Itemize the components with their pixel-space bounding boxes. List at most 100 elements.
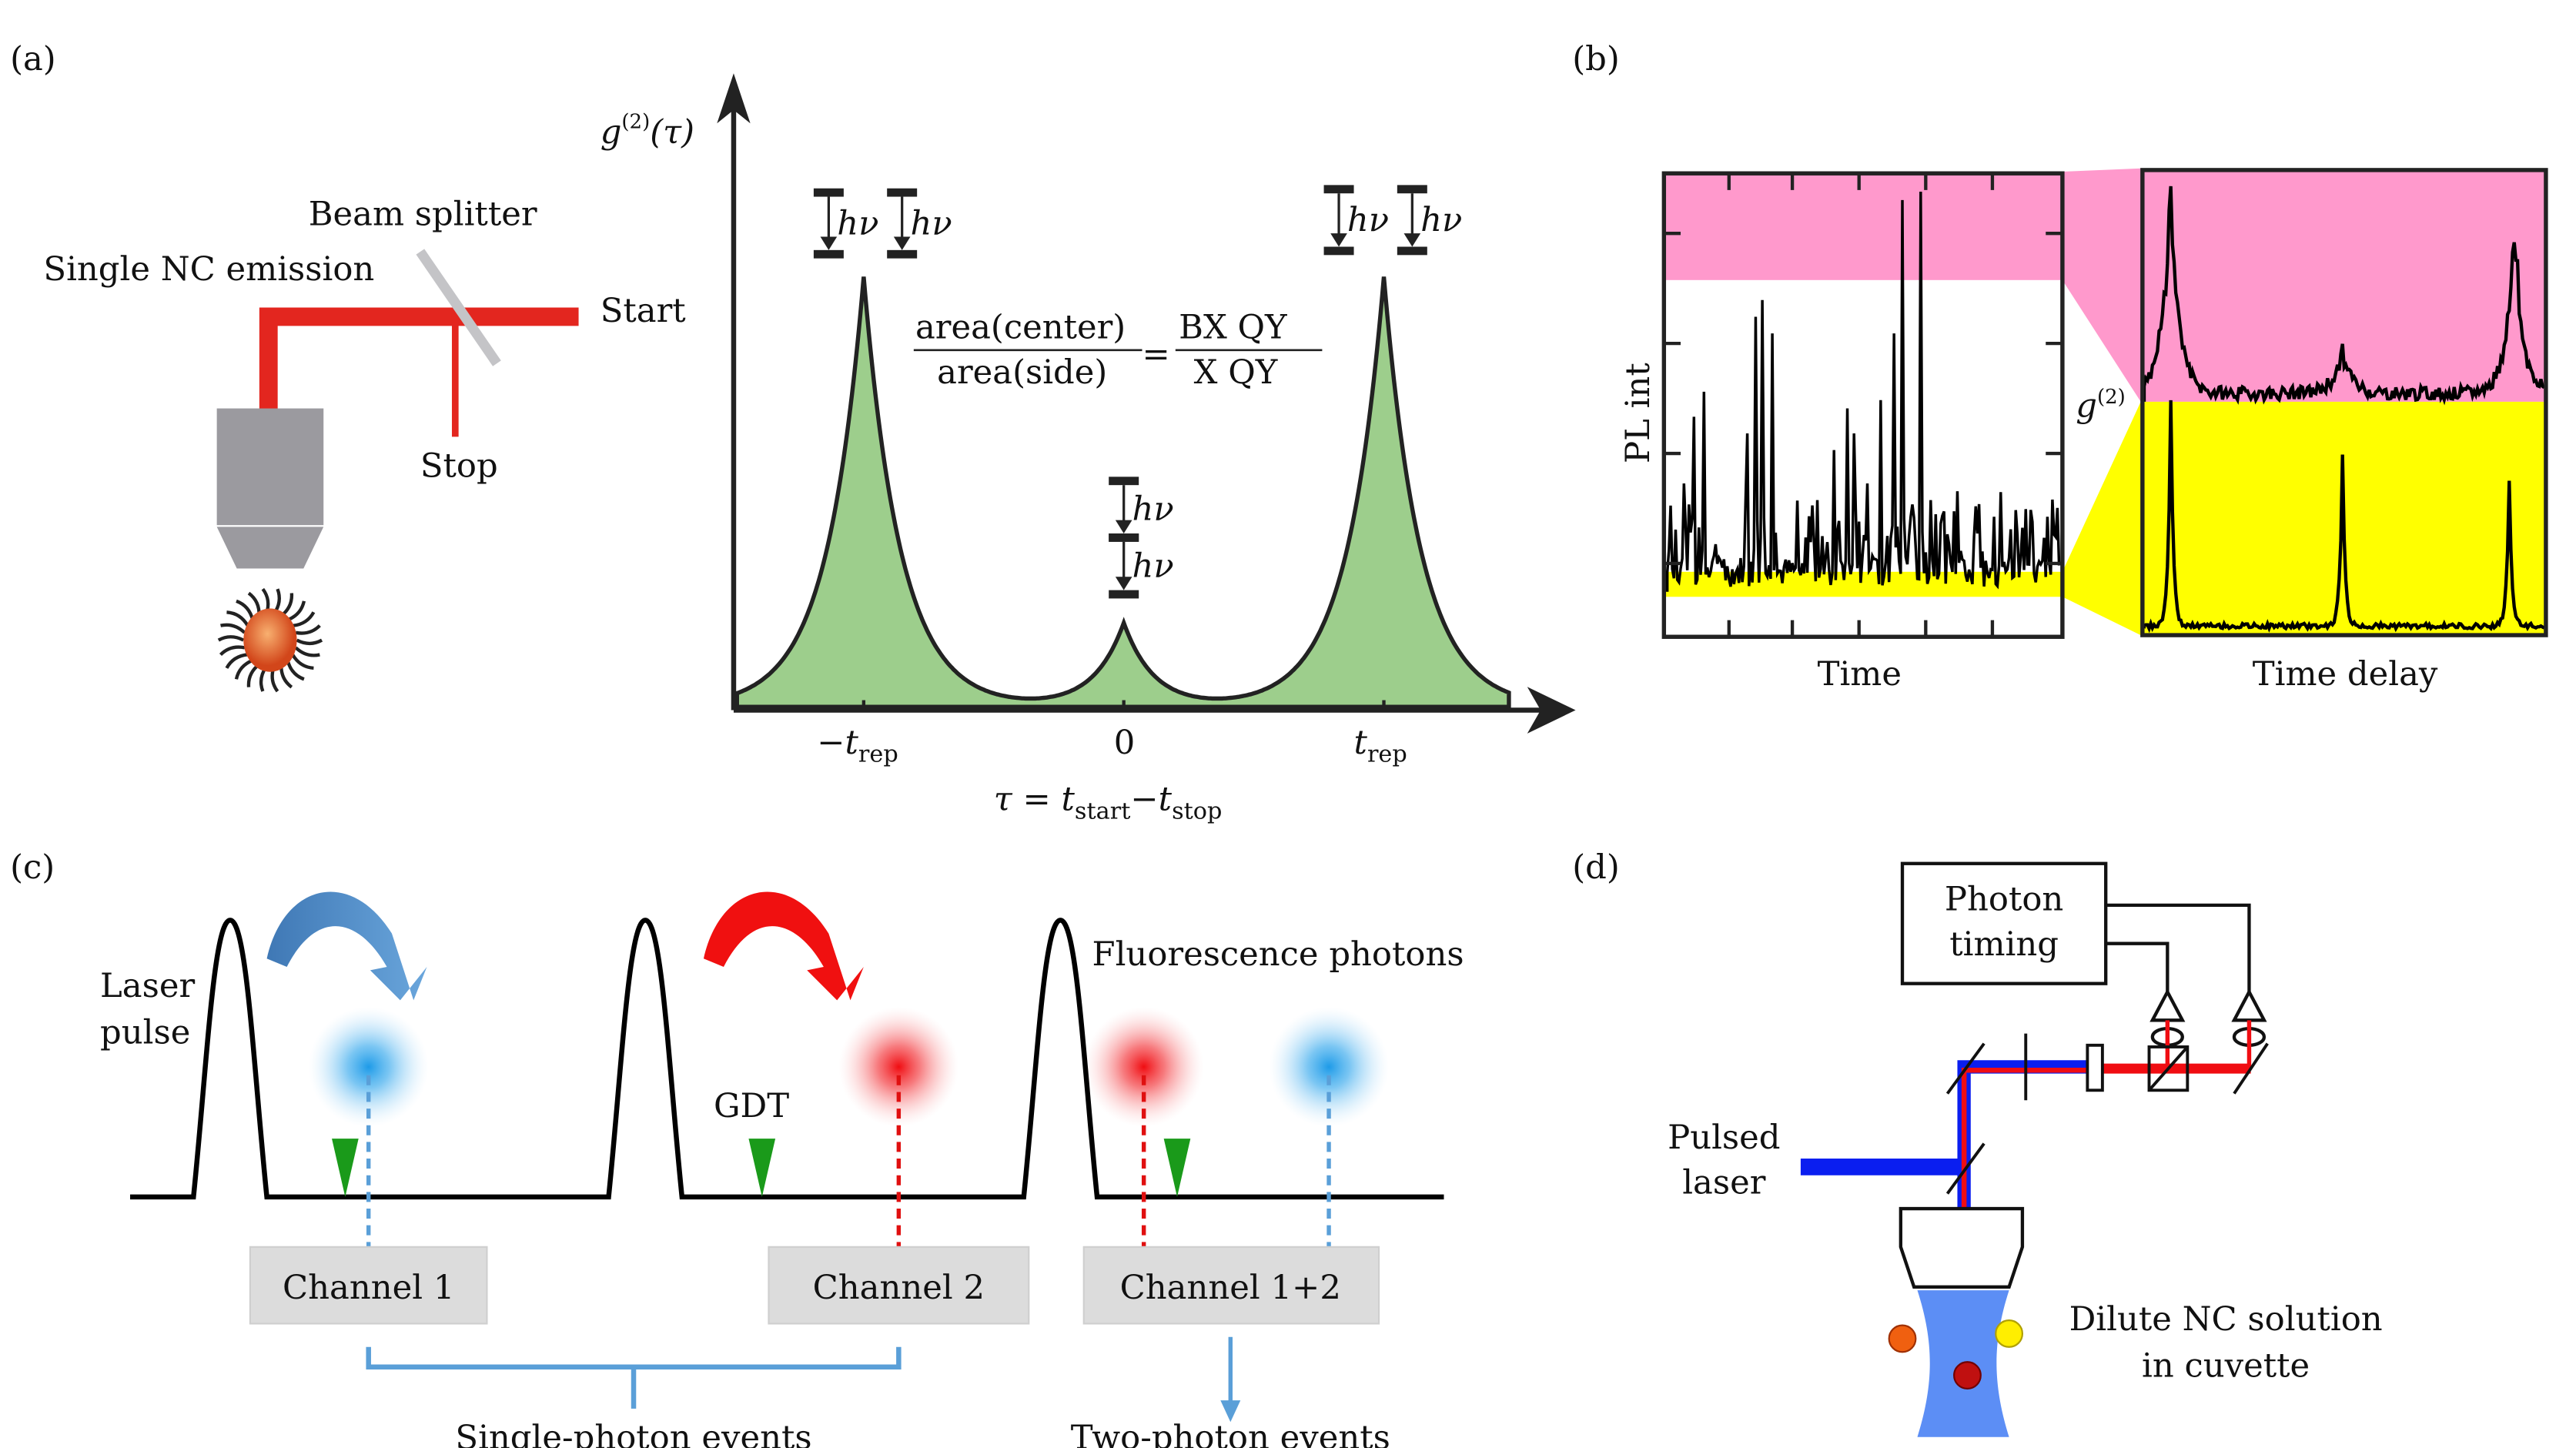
g2-peaks-curve	[734, 276, 1511, 709]
laser-pulse-label-2: pulse	[100, 1014, 190, 1052]
high-connector	[2062, 168, 2141, 402]
panel-a: (a) Beam splitter Single NC emission Sta…	[10, 40, 1576, 824]
low-band	[1664, 571, 2062, 597]
red-photon-glow	[1083, 1006, 1204, 1127]
photon-bar	[813, 249, 844, 259]
blue-photon-glow	[1269, 1006, 1390, 1127]
panel-b: (b) PL int Time Time delay g(2)	[1572, 40, 2548, 694]
panel-c: (c) Laser pulse Fluorescence photons GDT…	[10, 848, 1464, 1448]
channel-2-label: Channel 2	[813, 1269, 985, 1307]
gdt-marker-icon	[1163, 1139, 1191, 1197]
photon-timing-label-2: timing	[1949, 925, 2059, 964]
formula-numerator-left: area(center)	[915, 309, 1126, 347]
g2-plot-frame	[2140, 168, 2548, 637]
ligand	[225, 653, 249, 669]
gdt-label: GDT	[714, 1087, 789, 1125]
arrow-down-icon	[893, 236, 911, 250]
arrow-down-icon	[820, 236, 838, 250]
ligand	[292, 611, 316, 627]
objective-body	[216, 408, 324, 526]
fluorescence-label: Fluorescence photons	[1092, 935, 1464, 974]
formula-equals: =	[1142, 335, 1170, 373]
channel-1-2-label: Channel 1+2	[1120, 1269, 1341, 1307]
nanocrystal-core	[243, 608, 297, 672]
objective-tip	[216, 527, 324, 569]
dichroic-mirror	[1945, 1142, 1986, 1195]
arrow-down-icon	[1403, 233, 1421, 247]
panel-b-label: (b)	[1572, 40, 1620, 79]
beam-splitter-diagonal	[2148, 1045, 2189, 1092]
excitation-path	[1957, 1060, 2093, 1209]
arrow-down-icon	[1115, 577, 1132, 590]
g2-low-trace	[2142, 400, 2545, 634]
photon-timing-label-1: Photon	[1945, 880, 2063, 918]
detector-icon	[2149, 988, 2186, 1022]
x-axis-label: τ = tstart−tstop	[994, 780, 1223, 824]
start-label: Start	[601, 292, 687, 330]
area-ratio-formula: area(center) area(side) = BX QY X QY	[913, 309, 1323, 392]
photon-timing-box	[1900, 861, 2108, 985]
ligand	[220, 623, 246, 634]
high-band	[1664, 173, 2062, 280]
red-photon-glow	[838, 1006, 959, 1127]
g2-high-trace	[2142, 186, 2546, 406]
formula-denominator-left: area(side)	[937, 353, 1107, 392]
mirror	[2233, 1042, 2269, 1095]
g2-label: g(2)	[2076, 386, 2126, 425]
solution-label-2: in cuvette	[2142, 1347, 2310, 1386]
photon-bar	[887, 188, 918, 197]
beam-splitter-label: Beam splitter	[309, 195, 537, 233]
mirror	[1945, 1042, 1986, 1095]
ligand	[291, 654, 314, 670]
photon-bar	[887, 249, 918, 259]
detector-wires	[2106, 903, 2251, 992]
channel-1-2-box	[1082, 1246, 1380, 1325]
red-curved-arrow-icon	[703, 891, 864, 1001]
photon-energy-label: hν	[1132, 490, 1174, 529]
beam-splitter	[416, 249, 501, 366]
filter	[2086, 1043, 2104, 1092]
ligand	[295, 624, 321, 635]
panel-d-label: (d)	[1572, 848, 1620, 887]
channel-2-box	[768, 1246, 1030, 1325]
two-photon-events-label: Two-photon events	[1071, 1419, 1390, 1448]
gdt-marker-icon	[332, 1139, 359, 1197]
formula-denominator-right: X QY	[1194, 353, 1278, 392]
blue-photon-glow	[308, 1006, 429, 1127]
time-delay-label: Time delay	[2253, 655, 2438, 694]
emission-label: Single NC emission	[43, 250, 374, 289]
pl-plot-ticks	[1664, 173, 2062, 637]
formula-numerator-right: BX QY	[1179, 309, 1287, 347]
panel-d: (d) Photon timing Pulsed laser	[1572, 848, 2383, 1437]
detector-icon	[2231, 988, 2267, 1022]
y-axis-arrow	[717, 73, 751, 124]
ligand	[294, 646, 320, 657]
photon-bar	[813, 188, 844, 197]
arrow-down-icon	[1220, 1400, 1241, 1423]
beam-splitter-cube	[2147, 1045, 2190, 1092]
photon-bar	[1397, 185, 1427, 194]
time-label: Time	[1818, 655, 1902, 694]
arrow-down-icon	[1115, 520, 1132, 533]
single-events-bracket	[366, 1346, 902, 1409]
laser-pulse-label-1: Laser	[100, 967, 195, 1005]
stop-label: Stop	[420, 446, 498, 485]
blue-curved-arrow-icon	[266, 891, 427, 1001]
emission-beam	[259, 307, 579, 410]
laser-pulse-train	[130, 918, 1444, 1200]
nanocrystal-yellow	[1995, 1319, 2024, 1348]
ligand	[219, 645, 246, 657]
photon-bar	[1323, 185, 1354, 194]
panel-c-label: (c)	[10, 848, 55, 887]
low-connector	[2062, 401, 2141, 636]
photon-bar	[1109, 477, 1139, 486]
photon-bar	[1109, 533, 1139, 542]
y-axis-label: g(2)(τ)	[601, 111, 694, 152]
channel-1-label: Channel 1	[283, 1269, 454, 1307]
tick-label-zero: 0	[1114, 724, 1136, 762]
gdt-marker-icon	[748, 1139, 776, 1197]
arrow-down-icon	[1330, 233, 1347, 247]
photon-energy-label: hν	[1132, 547, 1174, 585]
